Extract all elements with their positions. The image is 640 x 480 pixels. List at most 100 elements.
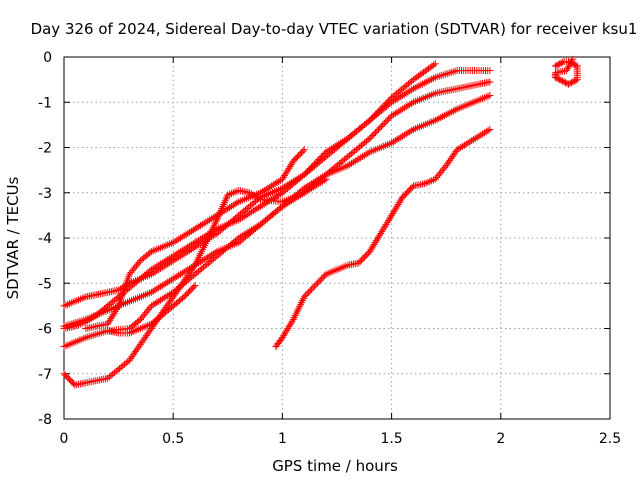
data-point bbox=[391, 137, 399, 145]
data-point bbox=[253, 223, 261, 231]
data-point bbox=[385, 215, 393, 223]
data-point bbox=[344, 162, 352, 170]
data-point bbox=[562, 79, 570, 87]
data-point bbox=[304, 186, 312, 194]
data-point bbox=[176, 234, 184, 242]
x-tick-label: 0.5 bbox=[162, 431, 184, 447]
data-point bbox=[273, 179, 281, 187]
data-point bbox=[282, 170, 290, 178]
data-point bbox=[318, 177, 326, 185]
data-point bbox=[215, 210, 223, 218]
data-point bbox=[413, 83, 421, 91]
data-point bbox=[138, 324, 146, 332]
data-point bbox=[420, 180, 428, 188]
data-point bbox=[448, 108, 456, 116]
data-point bbox=[189, 265, 197, 273]
data-point bbox=[451, 149, 459, 157]
data-point bbox=[246, 227, 254, 235]
data-point bbox=[76, 295, 84, 303]
data-point bbox=[569, 78, 577, 86]
data-point bbox=[370, 240, 378, 248]
data-point bbox=[133, 326, 141, 334]
data-point bbox=[285, 323, 293, 331]
data-point bbox=[308, 285, 316, 293]
data-point bbox=[171, 251, 179, 259]
data-point bbox=[166, 277, 174, 285]
data-point bbox=[65, 300, 73, 308]
data-point bbox=[186, 228, 194, 236]
data-point bbox=[560, 78, 568, 86]
data-point bbox=[139, 337, 147, 345]
data-point bbox=[202, 254, 210, 262]
data-point bbox=[155, 261, 163, 269]
x-tick-label: 0 bbox=[60, 431, 69, 447]
data-point bbox=[377, 229, 385, 237]
data-point bbox=[376, 124, 384, 132]
data-point bbox=[466, 138, 474, 146]
data-point bbox=[116, 285, 124, 293]
data-point bbox=[155, 297, 163, 305]
data-point bbox=[439, 113, 447, 121]
data-point bbox=[246, 189, 254, 197]
data-point bbox=[420, 79, 428, 87]
data-point bbox=[160, 242, 168, 250]
data-point bbox=[556, 60, 564, 68]
data-point bbox=[409, 85, 417, 93]
data-point bbox=[382, 118, 390, 126]
data-point bbox=[480, 94, 488, 102]
data-point bbox=[204, 253, 212, 261]
data-point bbox=[242, 211, 250, 219]
data-point bbox=[175, 235, 183, 243]
y-axis-label: SDTVAR / TECUs bbox=[4, 176, 22, 299]
data-point bbox=[105, 318, 113, 326]
data-point bbox=[311, 182, 319, 190]
data-point bbox=[147, 288, 155, 296]
data-point bbox=[146, 326, 154, 334]
data-point bbox=[313, 279, 321, 287]
data-point bbox=[309, 183, 317, 191]
data-point bbox=[155, 245, 163, 253]
data-point bbox=[156, 244, 164, 252]
data-point bbox=[207, 215, 215, 223]
data-point bbox=[300, 189, 308, 197]
data-point bbox=[393, 108, 401, 116]
data-point bbox=[312, 159, 320, 167]
data-point bbox=[408, 99, 416, 107]
data-point bbox=[195, 236, 203, 244]
data-point bbox=[62, 301, 70, 309]
data-point bbox=[134, 344, 142, 352]
data-point bbox=[164, 255, 172, 263]
data-marks bbox=[60, 55, 581, 389]
data-point bbox=[486, 91, 494, 99]
data-point bbox=[322, 175, 330, 183]
data-point bbox=[305, 288, 313, 296]
y-tick-label: -1 bbox=[38, 95, 52, 111]
data-point bbox=[389, 111, 397, 119]
data-point bbox=[262, 185, 270, 193]
data-point bbox=[170, 291, 178, 299]
data-point bbox=[184, 272, 192, 280]
data-point bbox=[191, 239, 199, 247]
data-point bbox=[360, 151, 368, 159]
data-point bbox=[173, 250, 181, 258]
data-point bbox=[451, 106, 459, 114]
data-point bbox=[135, 258, 143, 266]
data-point bbox=[315, 278, 323, 286]
data-point bbox=[308, 184, 316, 192]
data-point bbox=[310, 160, 318, 168]
data-point bbox=[400, 131, 408, 139]
data-point bbox=[482, 128, 490, 136]
data-point bbox=[140, 335, 148, 343]
data-point bbox=[240, 231, 248, 239]
data-point bbox=[238, 232, 246, 240]
data-point bbox=[482, 93, 490, 101]
data-point bbox=[149, 287, 157, 295]
data-point bbox=[335, 140, 343, 148]
data-point bbox=[180, 245, 188, 253]
data-point bbox=[283, 168, 291, 176]
series-sat-g bbox=[104, 282, 199, 337]
data-point bbox=[462, 140, 470, 148]
data-point bbox=[319, 151, 327, 159]
y-tick-label: 0 bbox=[43, 50, 52, 66]
